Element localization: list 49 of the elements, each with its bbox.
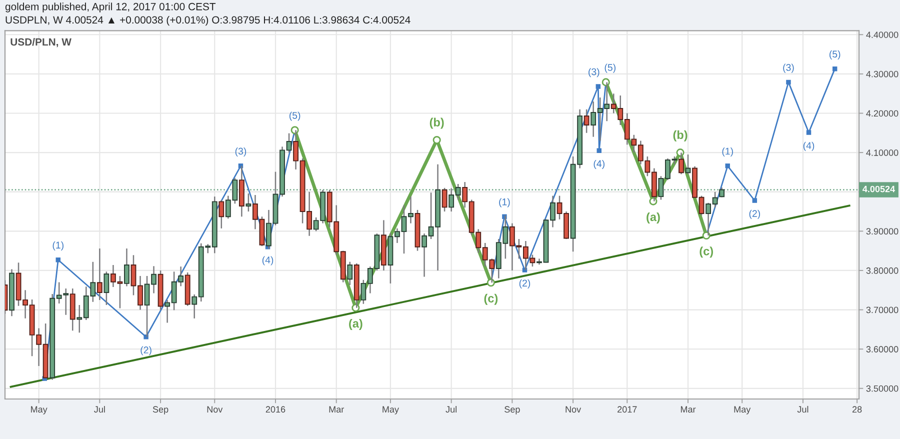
annotation: (4) bbox=[262, 256, 274, 266]
annotation: (a) bbox=[349, 318, 362, 330]
y-tick-label: 3.80000 bbox=[866, 267, 898, 274]
x-tick-label: May bbox=[31, 406, 48, 414]
x-tick-label: 28 bbox=[852, 406, 862, 413]
y-tick-label: 3.70000 bbox=[866, 306, 898, 314]
x-tick-label: May bbox=[382, 406, 399, 414]
annotation: (5) bbox=[830, 50, 840, 60]
y-tick-label: 3.50000 bbox=[866, 385, 898, 392]
annotation: (c) bbox=[700, 246, 713, 258]
annotation: (4) bbox=[803, 142, 814, 151]
x-tick-label: Mar bbox=[680, 406, 696, 413]
annotation: (1) bbox=[722, 147, 733, 157]
annotation: (5) bbox=[604, 64, 616, 73]
annotation: (2) bbox=[140, 346, 152, 356]
annotation: (b) bbox=[673, 130, 688, 142]
y-tick-label: 3.60000 bbox=[866, 346, 898, 352]
annotation: (5) bbox=[289, 112, 300, 121]
x-tick-label: May bbox=[734, 406, 751, 414]
y-tick-label: 3.90000 bbox=[866, 228, 898, 235]
x-tick-label: Nov bbox=[207, 406, 223, 413]
x-tick-label: Jul bbox=[797, 406, 808, 413]
y-tick-label: 4.30000 bbox=[866, 70, 898, 78]
annotation: (1) bbox=[52, 241, 64, 250]
x-tick-label: 2016 bbox=[266, 406, 286, 413]
annotation: (3) bbox=[235, 147, 246, 157]
annotation: (a) bbox=[646, 212, 660, 224]
text: USD/PLN, W bbox=[10, 38, 72, 48]
annotation: (4) bbox=[594, 160, 604, 169]
text: USDPLN, W 4.00524 ▲ +0.00038 (+0.01%) O:3.98795 H:4.01106 L:3.98634 C:4.00524 bbox=[6, 16, 410, 26]
ref-line-label: 4.00524 bbox=[862, 186, 895, 192]
annotation: (b) bbox=[430, 118, 444, 129]
x-tick-label: 2017 bbox=[618, 406, 637, 413]
annotation: (c) bbox=[484, 294, 498, 305]
x-tick-label: Mar bbox=[329, 406, 344, 413]
x-tick-label: Sep bbox=[504, 406, 520, 414]
annotation: (2) bbox=[749, 210, 760, 219]
annotation: (3) bbox=[783, 64, 794, 73]
y-tick-label: 4.40000 bbox=[866, 32, 898, 38]
annotation: (1) bbox=[499, 198, 510, 208]
y-tick-label: 4.20000 bbox=[866, 110, 898, 117]
x-tick-label: Nov bbox=[566, 406, 582, 413]
chart-subtitle: goldem published, April 12, 2017 01:00 CEST bbox=[5, 2, 216, 12]
y-tick-label: 4.10000 bbox=[866, 150, 898, 156]
x-tick-label: Sep bbox=[152, 406, 168, 414]
annotation: (2) bbox=[519, 279, 530, 288]
x-tick-label: Jul bbox=[446, 406, 456, 413]
annotation: (3) bbox=[588, 68, 600, 78]
x-tick-label: Jul bbox=[94, 406, 105, 413]
